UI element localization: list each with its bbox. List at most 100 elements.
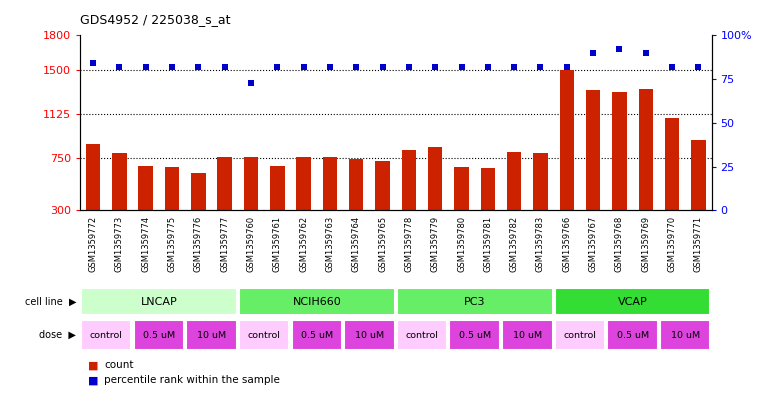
Text: GDS4952 / 225038_s_at: GDS4952 / 225038_s_at (80, 13, 231, 26)
Bar (86, 144, 100, 210)
Text: NCIH660: NCIH660 (292, 297, 341, 307)
Text: GSM1359783: GSM1359783 (536, 216, 545, 272)
Bar (402, 150, 416, 210)
Bar (481, 168, 495, 210)
Text: 0.5 uM: 0.5 uM (143, 331, 175, 340)
Point (561, 64, 573, 70)
Text: GSM1359782: GSM1359782 (510, 216, 519, 272)
Text: GSM1359776: GSM1359776 (194, 216, 203, 272)
Bar (112, 153, 126, 210)
Bar (244, 157, 258, 210)
Point (429, 64, 441, 70)
Bar (344, 320, 395, 351)
Text: LNCAP: LNCAP (141, 297, 177, 307)
Text: GSM1359768: GSM1359768 (615, 216, 624, 272)
Text: ■: ■ (88, 360, 98, 370)
Bar (502, 320, 552, 351)
Bar (165, 167, 180, 210)
Text: GSM1359780: GSM1359780 (457, 216, 466, 272)
Point (87, 60, 99, 66)
Text: 0.5 uM: 0.5 uM (301, 331, 333, 340)
Bar (134, 320, 184, 351)
Text: GSM1359767: GSM1359767 (588, 216, 597, 272)
Text: GSM1359769: GSM1359769 (642, 216, 650, 272)
Bar (396, 288, 552, 315)
Bar (239, 320, 289, 351)
Text: percentile rank within the sample: percentile rank within the sample (104, 375, 280, 386)
Text: GSM1359760: GSM1359760 (247, 216, 256, 272)
Bar (555, 320, 605, 351)
Point (403, 64, 415, 70)
Text: control: control (247, 331, 281, 340)
Bar (533, 153, 548, 210)
Text: control: control (90, 331, 123, 340)
Text: 10 uM: 10 uM (513, 331, 542, 340)
Bar (323, 157, 337, 210)
Text: GSM1359772: GSM1359772 (88, 216, 97, 272)
Text: GSM1359764: GSM1359764 (352, 216, 361, 272)
Point (377, 64, 389, 70)
Bar (559, 70, 574, 210)
Text: GSM1359770: GSM1359770 (667, 216, 677, 272)
Text: GSM1359781: GSM1359781 (483, 216, 492, 272)
Point (245, 79, 257, 86)
Text: GSM1359775: GSM1359775 (167, 216, 177, 272)
Text: 10 uM: 10 uM (355, 331, 384, 340)
Point (166, 64, 178, 70)
Text: GSM1359778: GSM1359778 (404, 216, 413, 272)
Point (455, 64, 467, 70)
Bar (81, 320, 132, 351)
Text: control: control (563, 331, 597, 340)
Text: 0.5 uM: 0.5 uM (459, 331, 491, 340)
Point (271, 64, 283, 70)
Point (193, 64, 205, 70)
Bar (555, 288, 711, 315)
Point (298, 64, 310, 70)
Point (324, 64, 336, 70)
Bar (375, 161, 390, 210)
Bar (428, 147, 442, 210)
Point (613, 46, 626, 53)
Point (139, 64, 151, 70)
Bar (612, 92, 626, 210)
Text: 10 uM: 10 uM (670, 331, 700, 340)
Bar (191, 173, 205, 210)
Text: GSM1359777: GSM1359777 (220, 216, 229, 272)
Text: control: control (406, 331, 438, 340)
Text: GSM1359762: GSM1359762 (299, 216, 308, 272)
Bar (291, 320, 342, 351)
Bar (81, 288, 237, 315)
Text: GSM1359765: GSM1359765 (378, 216, 387, 272)
Text: dose  ▶: dose ▶ (40, 330, 76, 340)
Bar (607, 320, 658, 351)
Text: 10 uM: 10 uM (197, 331, 226, 340)
Point (113, 64, 126, 70)
Text: cell line  ▶: cell line ▶ (24, 297, 76, 307)
Text: ■: ■ (88, 375, 98, 386)
Text: PC3: PC3 (464, 297, 486, 307)
Bar (270, 166, 285, 210)
Text: VCAP: VCAP (618, 297, 648, 307)
Text: GSM1359773: GSM1359773 (115, 216, 124, 272)
Bar (296, 157, 310, 210)
Point (534, 64, 546, 70)
Bar (660, 320, 711, 351)
Point (482, 64, 494, 70)
Bar (349, 159, 364, 210)
Bar (638, 89, 653, 210)
Text: GSM1359774: GSM1359774 (142, 216, 150, 272)
Point (640, 50, 652, 56)
Text: GSM1359771: GSM1359771 (694, 216, 703, 272)
Bar (454, 167, 469, 210)
Bar (139, 166, 153, 210)
Text: GSM1359779: GSM1359779 (431, 216, 440, 272)
Bar (665, 118, 680, 210)
Text: count: count (104, 360, 134, 370)
Bar (239, 288, 395, 315)
Bar (507, 152, 521, 210)
Text: 0.5 uM: 0.5 uM (616, 331, 648, 340)
Bar (396, 320, 447, 351)
Point (350, 64, 362, 70)
Bar (586, 90, 600, 210)
Point (508, 64, 521, 70)
